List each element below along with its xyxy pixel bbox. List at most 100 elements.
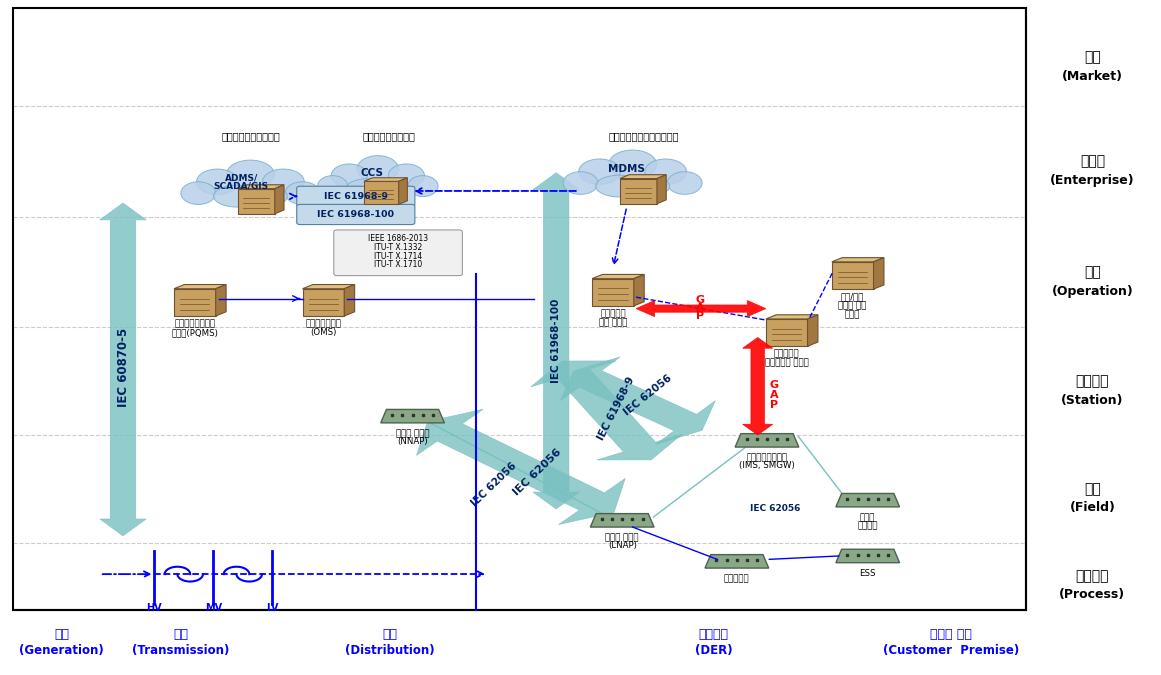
- Polygon shape: [808, 315, 819, 346]
- Text: IEC 62056: IEC 62056: [622, 373, 673, 418]
- Polygon shape: [634, 275, 644, 306]
- Text: 시스템(PQMS): 시스템(PQMS): [172, 328, 218, 338]
- Text: 실시간: 실시간: [860, 513, 875, 522]
- Polygon shape: [417, 409, 626, 524]
- Text: 필드: 필드: [1084, 482, 1101, 495]
- Text: IEC 61968-9: IEC 61968-9: [324, 192, 388, 201]
- Text: 시스템: 시스템: [845, 310, 860, 319]
- Text: 전처리가공 시스템: 전처리가공 시스템: [765, 358, 808, 368]
- Text: IEC 61968-9: IEC 61968-9: [596, 375, 636, 441]
- Ellipse shape: [608, 150, 656, 178]
- Ellipse shape: [286, 182, 320, 205]
- Text: (IMS, SMGW): (IMS, SMGW): [740, 462, 795, 470]
- Text: 배전: 배전: [382, 628, 397, 641]
- Text: 프로세스: 프로세스: [1076, 569, 1109, 583]
- Text: 이웃망 접속점: 이웃망 접속점: [396, 429, 430, 438]
- Text: P: P: [770, 400, 778, 410]
- Text: (Enterprise): (Enterprise): [1050, 173, 1134, 187]
- Text: A: A: [695, 303, 704, 313]
- Polygon shape: [100, 203, 146, 536]
- Polygon shape: [533, 173, 579, 509]
- Text: 송전: 송전: [173, 628, 188, 641]
- Text: 배전운영자관리시스템: 배전운영자관리시스템: [221, 131, 280, 141]
- Ellipse shape: [563, 171, 598, 194]
- Ellipse shape: [196, 169, 238, 194]
- Text: 지능형계측시스템: 지능형계측시스템: [747, 454, 787, 462]
- FancyBboxPatch shape: [334, 230, 462, 275]
- Text: ADMS/: ADMS/: [224, 173, 258, 182]
- Text: 전력품질모니터링: 전력품질모니터링: [174, 319, 215, 329]
- Ellipse shape: [388, 164, 425, 188]
- FancyBboxPatch shape: [238, 188, 275, 214]
- FancyBboxPatch shape: [174, 289, 216, 316]
- Text: (Field): (Field): [1069, 501, 1116, 514]
- Text: 정전관리시스템: 정전관리시스템: [305, 319, 341, 329]
- Ellipse shape: [239, 185, 287, 207]
- Polygon shape: [174, 285, 226, 289]
- Text: 데이터 예측: 데이터 예측: [838, 302, 867, 311]
- Text: 지역망 접속점: 지역망 접속점: [605, 533, 639, 542]
- Text: 계측데이터: 계측데이터: [774, 350, 800, 359]
- Text: IEEE 1686-2013: IEEE 1686-2013: [368, 234, 428, 243]
- Text: ITU-T X.1332: ITU-T X.1332: [374, 243, 423, 252]
- Text: (Process): (Process): [1059, 589, 1125, 601]
- Ellipse shape: [596, 175, 643, 197]
- Polygon shape: [363, 178, 408, 182]
- FancyBboxPatch shape: [363, 182, 398, 205]
- Text: (NNAP): (NNAP): [397, 437, 428, 446]
- FancyBboxPatch shape: [297, 205, 414, 225]
- Polygon shape: [657, 175, 666, 204]
- Bar: [13, 8, 1026, 610]
- Polygon shape: [590, 514, 654, 527]
- Text: IEC 62056: IEC 62056: [512, 447, 563, 497]
- Text: IEC 62056: IEC 62056: [750, 504, 800, 514]
- Text: MDMS: MDMS: [608, 164, 646, 173]
- Polygon shape: [398, 178, 408, 205]
- Text: 시장: 시장: [1084, 50, 1101, 64]
- Text: (Market): (Market): [1062, 70, 1123, 82]
- Text: G: G: [695, 295, 705, 305]
- Text: 스테이션: 스테이션: [1076, 374, 1109, 388]
- Text: (OMS): (OMS): [310, 328, 337, 338]
- Polygon shape: [836, 549, 900, 563]
- Ellipse shape: [358, 156, 398, 182]
- Text: ITU-T X.1714: ITU-T X.1714: [374, 252, 423, 261]
- Text: 중앙클라우드시스템: 중앙클라우드시스템: [363, 131, 416, 141]
- Polygon shape: [238, 185, 284, 188]
- FancyBboxPatch shape: [766, 319, 808, 346]
- Polygon shape: [766, 315, 819, 319]
- Polygon shape: [836, 493, 900, 507]
- Ellipse shape: [226, 160, 274, 188]
- FancyBboxPatch shape: [831, 262, 873, 289]
- Ellipse shape: [318, 176, 347, 196]
- Text: G: G: [770, 379, 779, 389]
- Text: (LNAP): (LNAP): [607, 541, 636, 550]
- Text: 소비자 구내: 소비자 구내: [930, 628, 972, 641]
- Polygon shape: [303, 285, 354, 289]
- Ellipse shape: [368, 179, 410, 199]
- Ellipse shape: [579, 159, 620, 184]
- Polygon shape: [592, 275, 644, 279]
- Text: 사업자: 사업자: [1080, 155, 1105, 168]
- Text: 발전: 발전: [55, 628, 70, 641]
- Polygon shape: [216, 285, 226, 316]
- Text: 미터링데이터관리자시스템: 미터링데이터관리자시스템: [610, 131, 679, 141]
- Text: IEC 62056: IEC 62056: [469, 460, 518, 508]
- Ellipse shape: [181, 182, 216, 205]
- FancyBboxPatch shape: [297, 186, 414, 207]
- Text: (Generation): (Generation): [20, 643, 104, 657]
- Text: (DER): (DER): [695, 643, 733, 657]
- Ellipse shape: [644, 159, 686, 184]
- Ellipse shape: [331, 164, 367, 188]
- Polygon shape: [831, 258, 884, 262]
- Text: (Customer  Premise): (Customer Premise): [884, 643, 1019, 657]
- Polygon shape: [344, 285, 354, 316]
- Text: SCADA/GIS: SCADA/GIS: [214, 182, 268, 191]
- Text: 스마트미터: 스마트미터: [724, 574, 750, 583]
- Text: 수집 시스템: 수집 시스템: [599, 318, 627, 327]
- Ellipse shape: [214, 185, 261, 207]
- Polygon shape: [636, 300, 766, 317]
- Text: 분산자원: 분산자원: [699, 628, 729, 641]
- Text: ESS: ESS: [859, 569, 877, 578]
- FancyBboxPatch shape: [592, 279, 634, 306]
